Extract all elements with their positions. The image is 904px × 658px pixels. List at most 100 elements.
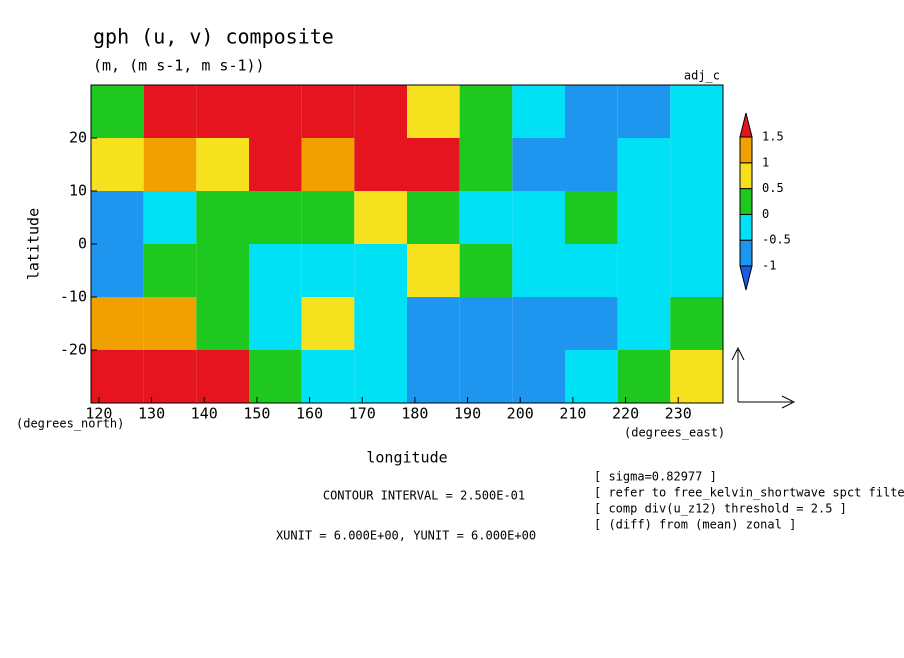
contour-cell xyxy=(354,191,407,244)
contour-cell xyxy=(354,244,407,297)
contour-cell xyxy=(301,138,355,191)
contour-cell xyxy=(670,85,723,138)
colorbar-label: 1 xyxy=(762,155,769,169)
note: [ refer to free_kelvin_shortwave spct fi… xyxy=(594,486,904,500)
contour-cell xyxy=(512,244,565,297)
contour-cell xyxy=(407,85,460,138)
contour-cell xyxy=(301,350,355,403)
colorbar-segment xyxy=(739,136,753,164)
colorbar-label: 1.5 xyxy=(762,130,784,144)
x-tick-label: 230 xyxy=(665,405,692,423)
colorbar-label: 0 xyxy=(762,207,769,221)
contour-cell xyxy=(91,350,144,403)
y-units: (degrees_north) xyxy=(16,417,124,431)
contour-cell xyxy=(249,297,302,350)
contour-cell xyxy=(196,85,249,138)
footer-line: XUNIT = 6.000E+00, YUNIT = 6.000E+00 xyxy=(276,529,536,543)
contour-cell xyxy=(670,350,723,403)
contour-cell xyxy=(512,85,565,138)
contour-cell xyxy=(565,244,618,297)
x-tick-label: 120 xyxy=(85,405,112,423)
note: [ comp div(u_z12) threshold = 2.5 ] xyxy=(594,502,847,516)
contour-cell xyxy=(512,191,565,244)
x-tick-label: 150 xyxy=(243,405,270,423)
note: [ (diff) from (mean) zonal ] xyxy=(594,518,796,532)
x-tick-label: 200 xyxy=(507,405,534,423)
x-tick-label: 130 xyxy=(138,405,165,423)
contour-cell xyxy=(617,138,671,191)
contour-cell xyxy=(196,191,249,244)
contour-cell xyxy=(512,297,565,350)
contour-cell xyxy=(512,138,565,191)
y-tick-label: 20 xyxy=(69,129,87,147)
contour-cell xyxy=(512,350,565,403)
contour-cell xyxy=(565,350,618,403)
contour-cell xyxy=(407,191,460,244)
x-tick-label: 170 xyxy=(349,405,376,423)
contour-cell xyxy=(617,244,671,297)
reference-vector xyxy=(731,346,796,409)
x-tick-label: 220 xyxy=(612,405,639,423)
contour-cell xyxy=(249,138,302,191)
dataset-label: adj_c xyxy=(684,69,720,83)
x-units: (degrees_east) xyxy=(624,426,725,440)
colorbar-label: -1 xyxy=(762,259,776,273)
y-tick-label: 10 xyxy=(69,182,87,200)
contour-cell xyxy=(143,138,197,191)
colorbar-segment xyxy=(739,188,753,215)
x-tick-label: 140 xyxy=(191,405,218,423)
y-axis-title: latitude xyxy=(25,208,43,280)
contour-cell xyxy=(91,138,144,191)
contour-cell xyxy=(565,191,618,244)
contour-cell xyxy=(617,297,671,350)
contour-cell xyxy=(143,244,197,297)
contour-cell xyxy=(407,244,460,297)
footer-line: CONTOUR INTERVAL = 2.500E-01 xyxy=(323,489,525,503)
contour-cell xyxy=(249,85,302,138)
contour-cell xyxy=(407,350,460,403)
colorbar-label: -0.5 xyxy=(762,233,791,247)
chart-title: gph (u, v) composite xyxy=(93,25,334,49)
contour-cell xyxy=(354,85,407,138)
contour-cell xyxy=(249,350,302,403)
x-tick-label: 210 xyxy=(559,405,586,423)
x-axis-title: longitude xyxy=(366,449,447,467)
contour-cell xyxy=(196,297,249,350)
contour-cell xyxy=(617,350,671,403)
contour-cell xyxy=(91,297,144,350)
contour-cell xyxy=(301,191,355,244)
contour-cell xyxy=(354,297,407,350)
contour-cell xyxy=(565,297,618,350)
contour-cell xyxy=(196,138,249,191)
contour-cell xyxy=(459,350,513,403)
contour-cell xyxy=(301,297,355,350)
colorbar-segment xyxy=(739,162,753,190)
contour-cell xyxy=(670,297,723,350)
x-tick-label: 190 xyxy=(454,405,481,423)
contour-cell xyxy=(143,297,197,350)
contour-cell xyxy=(91,191,144,244)
contour-cell xyxy=(617,85,671,138)
note: [ sigma=0.82977 ] xyxy=(594,470,717,484)
contour-cell xyxy=(670,191,723,244)
contour-cell xyxy=(565,138,618,191)
contour-cell xyxy=(301,85,355,138)
contour-cell xyxy=(91,244,144,297)
contour-cell xyxy=(407,138,460,191)
contour-cell xyxy=(617,191,671,244)
contour-cell xyxy=(354,138,407,191)
colorbar-end xyxy=(739,265,753,291)
contour-cell xyxy=(407,297,460,350)
contour-cell xyxy=(249,191,302,244)
y-tick-label: -10 xyxy=(60,288,87,306)
colorbar-label: 0.5 xyxy=(762,181,784,195)
contour-cell xyxy=(565,85,618,138)
contour-cell xyxy=(459,297,513,350)
colorbar-segment xyxy=(739,239,753,267)
contour-cell xyxy=(459,244,513,297)
contour-cell xyxy=(91,85,144,138)
contour-cell xyxy=(670,244,723,297)
contour-cell xyxy=(459,191,513,244)
colorbar-end xyxy=(739,112,753,138)
